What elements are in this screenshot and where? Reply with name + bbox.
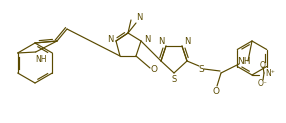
Text: O: O [260, 61, 266, 69]
Text: N: N [184, 38, 190, 46]
Text: N: N [158, 38, 164, 46]
Text: S: S [171, 75, 177, 84]
Text: N: N [144, 34, 150, 44]
Text: O⁻: O⁻ [258, 78, 268, 87]
Text: O: O [150, 66, 158, 75]
Text: NH: NH [237, 56, 251, 66]
Text: S: S [198, 64, 204, 74]
Text: N⁺: N⁺ [265, 69, 275, 77]
Text: N: N [107, 34, 113, 44]
Text: O: O [212, 86, 219, 95]
Text: N: N [136, 13, 142, 22]
Text: NH: NH [35, 55, 46, 64]
